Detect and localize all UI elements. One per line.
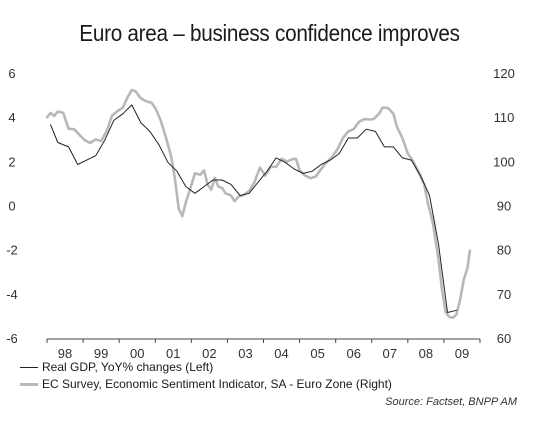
left-y-tick-label: 4 [8,110,15,125]
left-y-tick-label: -2 [6,243,18,258]
right-y-tick-label: 110 [494,110,515,125]
legend-item-real-gdp: Real GDP, YoY% changes (Left) [20,360,213,374]
x-tick-label: 08 [419,346,433,361]
right-y-tick-label: 70 [497,287,511,302]
left-y-tick-label: -4 [6,287,18,302]
series-line-real-gdp [50,104,457,313]
x-tick-label: 01 [166,346,180,361]
legend-item-ec-survey: EC Survey, Economic Sentiment Indicator,… [20,377,392,391]
x-tick-label: 07 [383,346,397,361]
x-tick-label: 06 [346,346,360,361]
x-tick-label: 98 [58,346,72,361]
right-y-tick-label: 60 [497,331,511,346]
left-y-tick-label: 0 [8,199,15,214]
x-tick-label: 03 [238,346,252,361]
legend-label-ec-survey: EC Survey, Economic Sentiment Indicator,… [42,377,392,391]
source-note: Source: Factset, BNPP AM [385,396,517,408]
left-y-tick-label: 2 [8,154,15,169]
right-y-tick-label: 100 [493,154,515,169]
x-tick-label: 99 [94,346,108,361]
legend-label-real-gdp: Real GDP, YoY% changes (Left) [42,360,214,374]
right-y-tick-label: 90 [497,199,511,214]
chart-title: Euro area – business confidence improves [79,20,460,46]
x-tick-label: 00 [130,346,144,361]
right-y-tick-label: 80 [497,243,511,258]
legend-swatch-real-gdp [20,367,38,369]
x-tick-label: 05 [310,346,324,361]
x-tick-label: 04 [274,346,288,361]
x-tick-label: 02 [202,346,216,361]
legend-swatch-ec-survey [20,383,38,387]
series-line-ec-survey [45,88,472,320]
right-y-tick-label: 120 [493,66,515,81]
left-y-tick-label: 6 [8,66,15,81]
left-y-tick-label: -6 [6,331,18,346]
x-tick-label: 09 [455,346,469,361]
